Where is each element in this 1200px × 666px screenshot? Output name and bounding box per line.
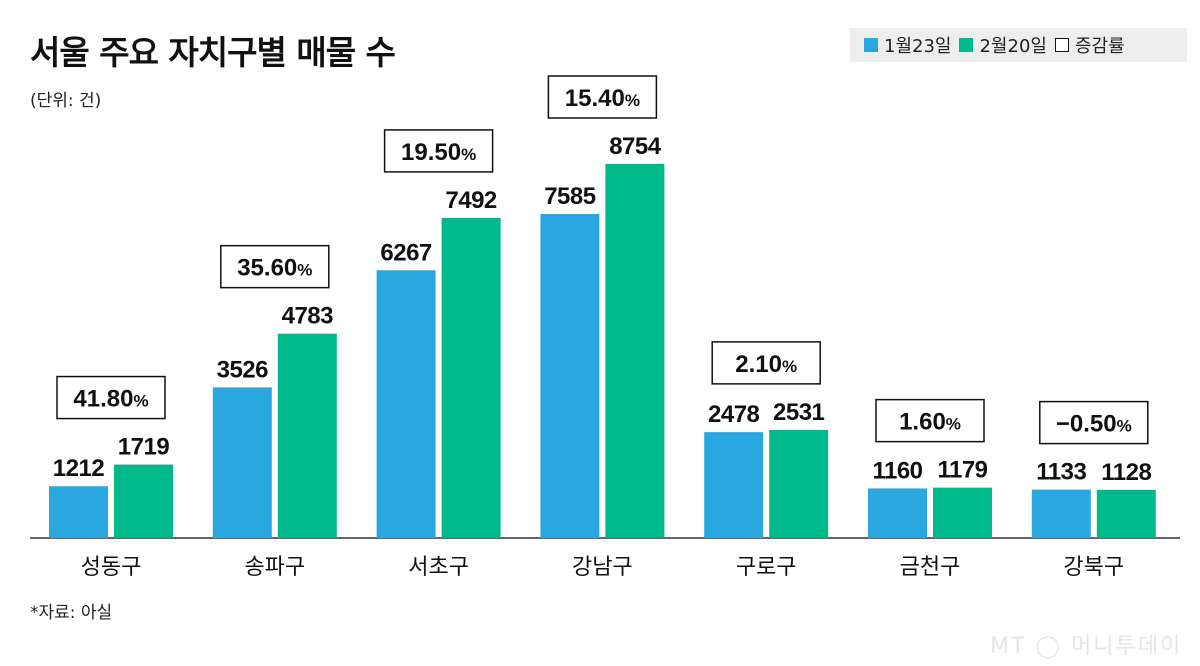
bar [114, 464, 173, 538]
bar [212, 387, 272, 538]
bar [1031, 489, 1091, 538]
bar [769, 429, 829, 538]
legend: 1월23일 2월20일 증감률 [850, 28, 1187, 62]
data-label: 1719 [118, 434, 170, 461]
legend-label: 증감률 [1074, 36, 1125, 57]
change-box [547, 75, 658, 119]
bar [933, 487, 992, 538]
data-label: 8754 [609, 133, 662, 160]
legend-item-change: 증감률 [1054, 32, 1125, 58]
data-label: 4783 [282, 303, 334, 330]
legend-swatch [864, 38, 878, 52]
bar [277, 333, 337, 538]
change-box [875, 398, 985, 443]
bar [605, 164, 665, 538]
category-label: 강남구 [572, 555, 633, 580]
data-label: 2531 [773, 399, 825, 426]
legend-item-jan: 1월23일 [864, 32, 951, 58]
bar [1096, 489, 1156, 538]
change-box [220, 244, 330, 289]
category-label: 강북구 [1063, 555, 1124, 580]
legend-label: 1월23일 [884, 36, 952, 57]
change-box [1039, 400, 1149, 445]
category-label: 금천구 [900, 555, 961, 580]
data-label: 2478 [708, 401, 760, 428]
bar [868, 488, 927, 538]
data-label: 1133 [1036, 459, 1086, 486]
legend-swatch [1054, 38, 1069, 52]
change-box [711, 341, 821, 385]
legend-swatch [959, 38, 974, 52]
data-label: 6267 [380, 239, 432, 266]
category-label: 서초구 [408, 555, 469, 580]
data-label: 1212 [53, 455, 105, 482]
bar [376, 270, 436, 538]
data-label: 7492 [445, 187, 497, 214]
category-label: 구로구 [736, 555, 797, 580]
bar [704, 432, 764, 538]
bar [49, 486, 108, 538]
change-box [383, 129, 494, 173]
data-label: 1179 [937, 457, 987, 484]
change-label: 2.10% [735, 351, 797, 378]
data-label: 1128 [1101, 459, 1151, 486]
bar [540, 213, 600, 538]
data-label: 3526 [217, 356, 269, 383]
legend-item-feb: 2월20일 [959, 32, 1047, 58]
change-box [56, 375, 166, 420]
bar [441, 217, 501, 538]
chart-title: 서울 주요 자치구별 매물 수 [30, 33, 396, 72]
source-note: *자료: 아실 [30, 603, 113, 623]
unit-label: (단위: 건) [30, 91, 102, 111]
legend-label: 2월20일 [979, 36, 1047, 57]
category-label: 송파구 [244, 555, 305, 580]
data-label: 7585 [544, 183, 596, 210]
data-label: 1160 [872, 457, 922, 484]
category-label: 성동구 [81, 555, 142, 580]
logo-watermark: MT ◯ 머니투데이 [990, 634, 1183, 659]
